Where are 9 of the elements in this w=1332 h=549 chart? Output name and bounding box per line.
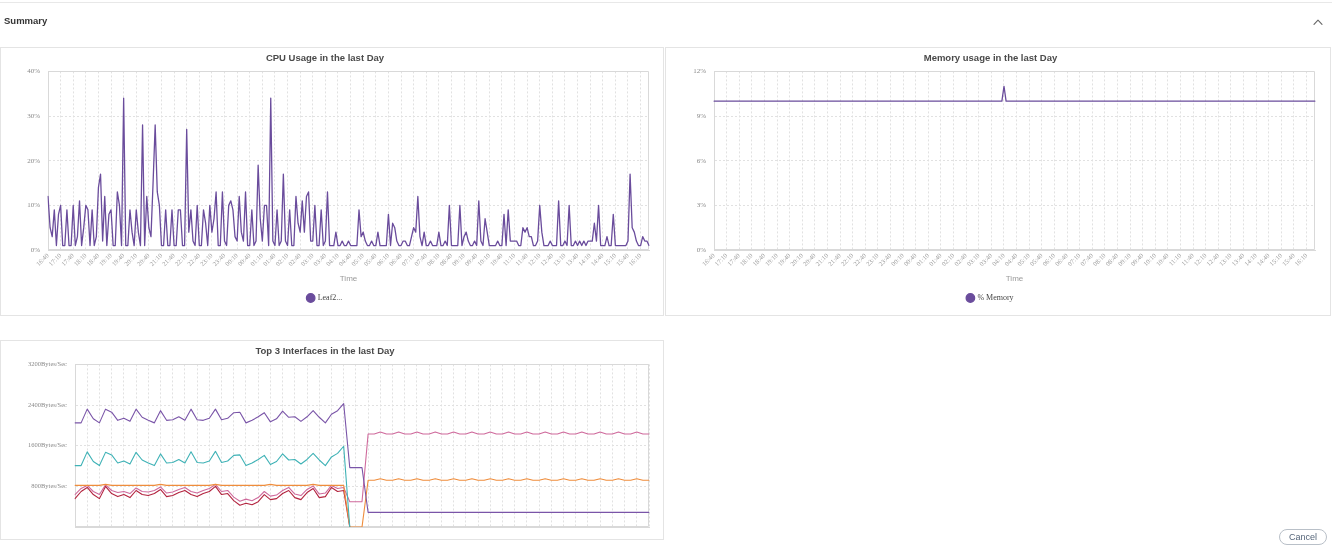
chart-title: CPU Usage in the last Day <box>265 52 385 64</box>
x-axis-title: Time <box>1005 274 1024 284</box>
x-axis-title: Time <box>339 274 358 284</box>
legend-label: % Memory <box>977 293 1014 303</box>
cancel-button: Cancel <box>1279 529 1327 545</box>
chart-title: Top 3 Interfaces in the last Day <box>255 345 396 357</box>
legend-label: Leaf2... <box>317 293 343 303</box>
chart-title: Memory usage in the last Day <box>923 52 1058 64</box>
text: Summary <box>4 15 48 26</box>
